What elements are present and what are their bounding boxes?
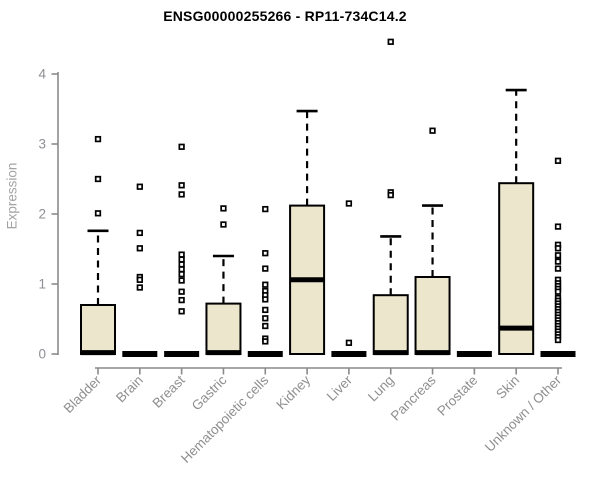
flat-box — [164, 351, 200, 357]
boxplot-kidney — [289, 109, 326, 355]
chart-title: ENSG00000255266 - RP11-734C14.2 — [163, 8, 407, 24]
y-tick-label: 3 — [38, 137, 46, 152]
y-tick-label: 0 — [38, 347, 46, 362]
outlier-point — [178, 308, 185, 315]
outlier-point — [136, 276, 143, 283]
outlier-point — [262, 296, 269, 303]
y-axis: 0 1 2 3 4 — [38, 67, 59, 362]
outlier-point — [94, 135, 102, 143]
outlier-point — [178, 191, 185, 198]
y-tick-label: 1 — [38, 277, 46, 292]
x-category-label-liver: Liver — [324, 372, 356, 404]
outlier-point — [262, 315, 269, 322]
box-rect — [414, 276, 451, 355]
outlier-point — [262, 322, 269, 330]
outlier-point — [178, 143, 185, 150]
outlier-point — [220, 221, 227, 228]
outlier-point — [554, 157, 562, 164]
outlier-point — [262, 338, 269, 345]
x-category-label-brain: Brain — [113, 373, 146, 406]
outlier-point — [387, 191, 394, 199]
x-category-label-breast: Breast — [150, 372, 188, 410]
outlier-point — [178, 277, 185, 284]
outlier-point — [178, 261, 185, 268]
x-category-label-kidney: Kidney — [273, 372, 313, 412]
x-category-label-gastric: Gastric — [189, 372, 230, 413]
y-tick-label: 2 — [38, 207, 46, 222]
outlier-point — [554, 223, 562, 230]
outlier-point — [178, 256, 185, 263]
outlier-point — [178, 271, 185, 278]
outlier-point — [554, 288, 562, 295]
box-rect — [205, 302, 242, 356]
y-tick-label: 4 — [38, 67, 46, 82]
boxplot-unknown-other — [540, 157, 576, 357]
outlier-point — [178, 296, 185, 304]
boxplot-brain — [122, 183, 158, 357]
box-rect — [372, 294, 409, 356]
boxplot-hematopoietic-cells — [247, 205, 283, 357]
flat-box — [247, 351, 283, 357]
box-rect — [498, 182, 535, 355]
outlier-point — [387, 38, 394, 45]
outlier-point — [554, 258, 562, 265]
outlier-point — [136, 183, 143, 190]
outlier-point — [136, 245, 143, 252]
x-category-label-pancreas: Pancreas — [388, 372, 439, 423]
outlier-point — [262, 250, 269, 257]
boxplot-breast — [164, 143, 200, 357]
outlier-point — [262, 265, 269, 272]
outlier-point — [178, 266, 185, 273]
flat-box — [540, 351, 576, 357]
boxplot-prostate — [456, 351, 492, 357]
outlier-point — [554, 245, 562, 252]
outlier-point — [554, 336, 562, 344]
outlier-point — [220, 205, 227, 212]
boxplot-skin — [498, 88, 535, 355]
flat-box — [331, 351, 367, 357]
outlier-point — [554, 252, 562, 259]
boxplot-liver — [331, 200, 367, 357]
outlier-point — [345, 200, 353, 207]
outlier-point — [429, 127, 436, 134]
outlier-point — [136, 284, 143, 291]
outlier-point — [345, 339, 353, 346]
x-category-label-skin: Skin — [493, 373, 522, 402]
outlier-point — [554, 265, 562, 272]
outlier-point — [178, 288, 185, 295]
outlier-point — [262, 205, 269, 213]
x-category-label-bladder: Bladder — [61, 372, 105, 416]
outlier-point — [262, 306, 269, 314]
x-category-label-lung: Lung — [365, 373, 397, 405]
boxplot-bladder — [80, 135, 116, 356]
boxplot-gastric — [205, 205, 242, 356]
x-category-label-prostate: Prostate — [434, 373, 480, 419]
flat-box — [122, 351, 158, 357]
outlier-point — [94, 175, 102, 183]
outlier-point — [178, 182, 185, 189]
outlier-point — [136, 229, 143, 237]
outlier-point — [178, 251, 185, 258]
boxplot-pancreas — [414, 127, 451, 356]
boxplot-lung — [372, 38, 409, 356]
x-category-label-unknown-other: Unknown / Other — [482, 372, 565, 455]
flat-box — [456, 351, 492, 357]
box-rect — [80, 304, 116, 355]
outlier-point — [94, 210, 102, 217]
outlier-point — [262, 281, 269, 288]
